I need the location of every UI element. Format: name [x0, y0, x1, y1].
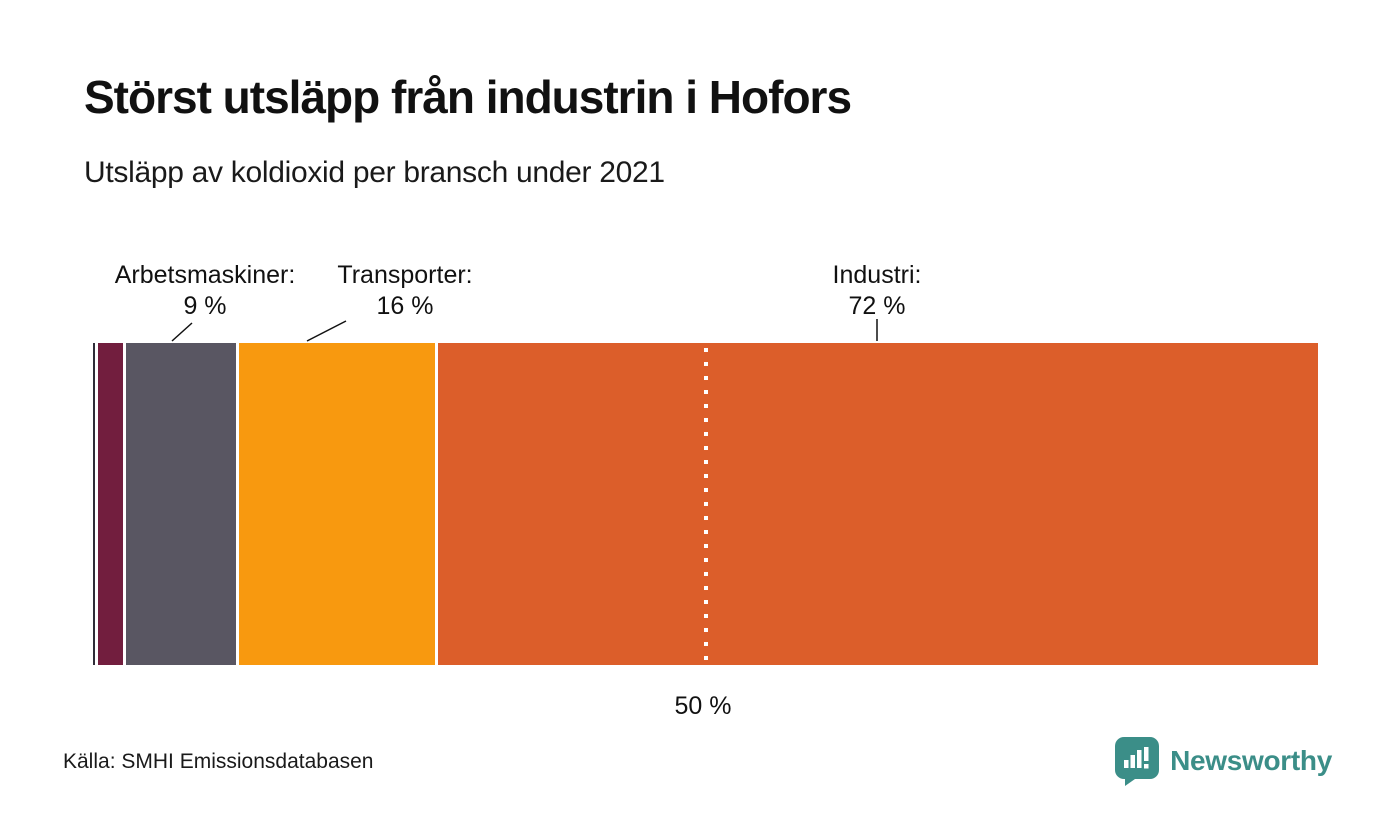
bar-segment-minor [93, 343, 96, 665]
newsworthy-logo: Newsworthy [1114, 736, 1332, 786]
newsworthy-logo-icon [1115, 737, 1160, 786]
segment-label-value: 9 % [183, 292, 227, 320]
fifty-percent-dotted-line [703, 348, 708, 660]
chart-title: Störst utsläpp från industrin i Hofors [84, 71, 852, 123]
bar-segment-transporter [238, 343, 435, 665]
newsworthy-logo-text: Newsworthy [1170, 745, 1332, 776]
segment-label-value: 72 % [848, 292, 906, 320]
bar-segment-industri [437, 343, 1318, 665]
source-note: Källa: SMHI Emissionsdatabasen [63, 750, 374, 773]
segment-label-name: Arbetsmaskiner: [114, 261, 296, 289]
segment-label-name: Industri: [832, 261, 922, 289]
chart-subtitle: Utsläpp av koldioxid per bransch under 2… [84, 156, 665, 189]
fifty-percent-label: 50 % [674, 692, 732, 720]
stacked-bar [93, 343, 1318, 665]
bar-segment-minor [98, 343, 123, 665]
bar-segment-arbetsmaskiner [125, 343, 236, 665]
segment-label-name: Transporter: [337, 261, 473, 289]
segment-label: Industri: 72 % [833, 260, 922, 322]
segment-label-value: 16 % [376, 292, 434, 320]
segment-label: Arbetsmaskiner: 9 % [115, 260, 296, 322]
segment-label: Transporter: 16 % [337, 260, 472, 322]
